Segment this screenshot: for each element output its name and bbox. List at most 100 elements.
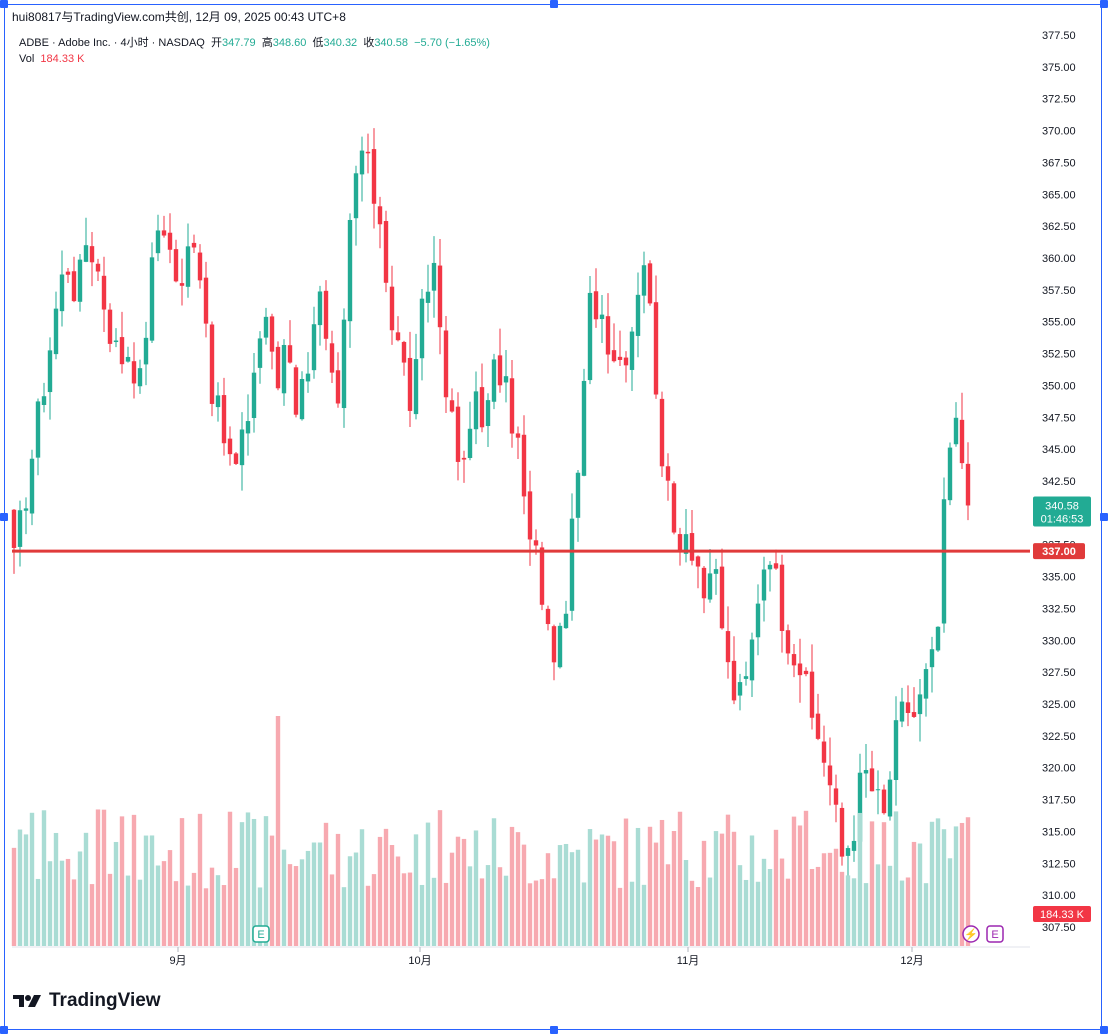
candle-body	[485, 400, 491, 427]
volume-bar	[101, 809, 107, 946]
volume-bar	[791, 816, 797, 946]
candle-body	[365, 151, 371, 154]
candle-body	[791, 654, 797, 666]
candle-body	[215, 395, 221, 408]
candle-body	[293, 367, 299, 415]
volume-bar	[503, 875, 509, 946]
high-value: 348.60	[272, 37, 307, 49]
tradingview-logo-icon	[13, 995, 41, 1007]
volume-bar	[557, 845, 563, 946]
volume-bar	[281, 849, 287, 946]
candle-body	[713, 569, 719, 574]
volume-bar	[257, 887, 263, 946]
candle-body	[431, 262, 437, 291]
candle-body	[749, 639, 755, 681]
candle-body	[905, 702, 911, 714]
volume-bar	[659, 819, 665, 946]
resize-handle-top[interactable]	[550, 0, 558, 8]
volume-bar	[53, 832, 59, 946]
volume-bar	[371, 874, 377, 946]
open-value: 347.79	[221, 37, 256, 49]
candle-body	[755, 603, 761, 638]
volume-bar	[725, 814, 731, 946]
volume-bar	[149, 835, 155, 946]
candle-body	[743, 676, 749, 679]
candle-body	[263, 316, 269, 338]
volume-bar	[365, 885, 371, 946]
symbol-label[interactable]: ADBE · Adobe Inc. · 4小时 · NASDAQ	[19, 37, 205, 49]
candle-body	[305, 373, 311, 382]
candle-body	[557, 625, 563, 668]
y-tick-label: 352.50	[1042, 349, 1076, 361]
candle-body	[815, 713, 821, 739]
candle-body	[869, 768, 875, 792]
candle-body	[917, 694, 923, 715]
volume-bar	[239, 822, 245, 946]
candle-body	[299, 378, 305, 420]
volume-bar	[947, 858, 953, 946]
resize-handle-bottom-left[interactable]	[0, 1026, 8, 1034]
resize-handle-left[interactable]	[0, 513, 8, 521]
volume-bar	[311, 842, 317, 946]
volume-bar	[905, 877, 911, 946]
y-tick-label: 347.50	[1042, 412, 1076, 424]
volume-bar	[689, 880, 695, 946]
candle-body	[23, 508, 29, 511]
volume-bar	[167, 850, 173, 946]
resize-handle-bottom[interactable]	[550, 1026, 558, 1034]
candle-body	[269, 316, 275, 352]
volume-bar	[455, 836, 461, 946]
volume-bar	[83, 832, 89, 946]
volume-bar	[731, 831, 737, 946]
candle-body	[467, 428, 473, 458]
volume-bar	[155, 865, 161, 946]
candle-body	[377, 206, 383, 225]
volume-bar	[809, 869, 815, 946]
volume-bar	[305, 850, 311, 946]
candle-body	[395, 332, 401, 341]
volume-bar	[761, 858, 767, 946]
volume-bar	[623, 818, 629, 946]
volume-bar	[437, 810, 443, 946]
candle-body	[761, 569, 767, 601]
countdown-tag: 01:46:53	[1041, 513, 1084, 525]
candle-body	[587, 292, 593, 381]
resize-handle-top-right[interactable]	[1100, 0, 1108, 8]
y-tick-label: 317.50	[1042, 795, 1076, 807]
volume-label[interactable]: Vol	[19, 53, 35, 65]
candle-body	[401, 341, 407, 363]
volume-bar	[143, 835, 149, 946]
candle-body	[125, 356, 131, 362]
y-tick-label: 322.50	[1042, 731, 1076, 743]
candle-body	[101, 275, 107, 310]
candle-body	[287, 345, 293, 363]
volume-bar	[797, 825, 803, 946]
resize-handle-right[interactable]	[1100, 513, 1108, 521]
volume-bar	[329, 874, 335, 946]
volume-bar	[593, 839, 599, 946]
candle-body	[533, 540, 539, 546]
volume-bar	[743, 879, 749, 946]
candle-body	[563, 613, 569, 629]
volume-bar	[719, 833, 725, 946]
volume-bar	[395, 856, 401, 946]
candle-body	[359, 150, 365, 175]
candle-body	[251, 372, 257, 419]
volume-bar	[587, 829, 593, 946]
volume-bar	[569, 852, 575, 946]
y-tick-label: 327.50	[1042, 667, 1076, 679]
volume-bar	[95, 809, 101, 946]
resize-handle-top-left[interactable]	[0, 0, 8, 8]
dividend-icon: ⚡	[964, 928, 978, 941]
volume-bar	[665, 864, 671, 946]
volume-bar	[449, 852, 455, 946]
y-tick-label: 345.00	[1042, 444, 1076, 456]
volume-bar	[563, 843, 569, 946]
resize-handle-bottom-right[interactable]	[1100, 1026, 1108, 1034]
candle-body	[455, 406, 461, 462]
y-tick-label: 310.00	[1042, 890, 1076, 902]
candle-body	[35, 401, 41, 458]
volume-bar	[863, 883, 869, 946]
volume-bar	[599, 834, 605, 946]
